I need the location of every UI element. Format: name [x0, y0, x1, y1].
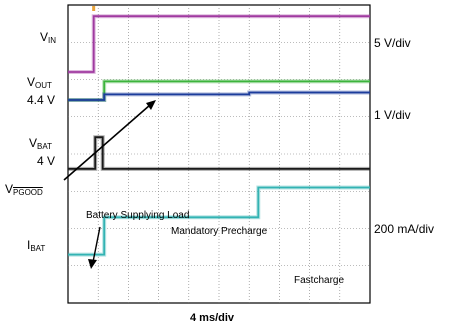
vin-scale-label: 5 V/div: [374, 36, 411, 50]
pgood-trace: [68, 136, 370, 170]
vin-label-main: V: [40, 30, 49, 44]
vin-label: VIN: [40, 30, 56, 48]
battery-load-arrow: [92, 226, 101, 263]
timebase-label: 4 ms/div: [190, 312, 235, 324]
vbat-pointer-arrow: [63, 104, 151, 181]
vout-level-label: 4.4 V: [27, 93, 56, 107]
vout-scale-label: 1 V/div: [374, 108, 411, 122]
fastcharge-annotation: Fastcharge: [294, 275, 345, 286]
ibat-label-main: I: [27, 238, 31, 252]
ibat-label-sub: BAT: [30, 244, 46, 253]
ibat-scale-label: 200 mA/div: [374, 222, 435, 236]
battery-load-arrowhead: [88, 259, 97, 269]
pgood-label-main: V: [5, 182, 14, 196]
ibat-label: IBAT: [27, 238, 45, 256]
vout-label-sub: OUT: [35, 81, 52, 90]
vbat-pointer-arrowhead: [146, 100, 156, 110]
pgood-label-sub: PGOOD: [13, 188, 43, 197]
vin-trace: [68, 15, 370, 73]
ibat-trace: [68, 186, 370, 256]
vbat-level-label: 4 V: [37, 154, 56, 168]
traces: [68, 14, 370, 257]
battery-supplying-load-annotation: Battery Supplying Load: [86, 210, 190, 221]
mandatory-precharge-annotation: Mandatory Precharge: [171, 226, 268, 237]
pgood-label: VPGOOD: [5, 182, 43, 200]
vbat-label-sub: BAT: [37, 142, 52, 151]
vout-label: VOUT: [27, 75, 52, 93]
vbat-label: VBAT: [29, 136, 52, 154]
graticule: [67, 4, 371, 304]
vbat-trace: [68, 91, 370, 101]
vin-label-sub: IN: [48, 36, 57, 45]
vout-label-main: V: [27, 75, 36, 89]
vbat-label-main: V: [29, 136, 38, 150]
trigger-marker: [92, 6, 96, 11]
